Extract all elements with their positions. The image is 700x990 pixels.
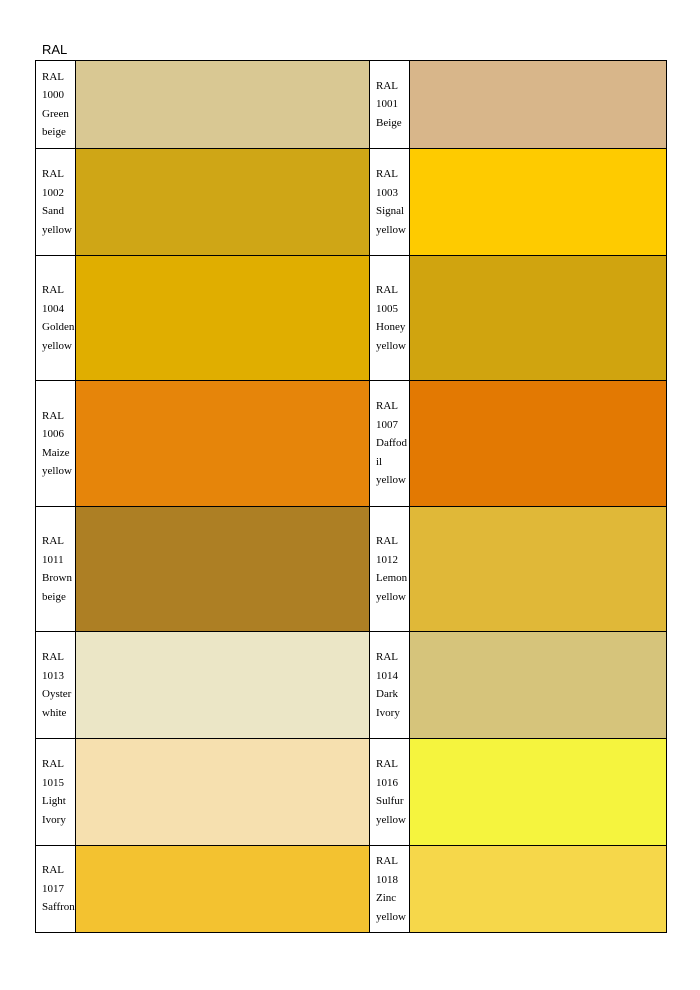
- color-name: RAL 1006 Maize yellow: [35, 380, 76, 507]
- color-swatch: [409, 60, 667, 149]
- color-swatch: [75, 631, 370, 739]
- color-name: RAL 1002 Sand yellow: [35, 148, 76, 256]
- color-swatch: [75, 845, 370, 933]
- color-swatch: [409, 631, 667, 739]
- table-row: RAL 1000 Green beige RAL 1001 Beige: [35, 60, 667, 149]
- color-name: RAL 1015 Light Ivory: [35, 738, 76, 846]
- page-title: RAL: [42, 42, 68, 57]
- color-name: RAL 1011 Brown beige: [35, 506, 76, 632]
- color-name: RAL 1018 Zinc yellow: [369, 845, 410, 933]
- table-row: RAL 1002 Sand yellow RAL 1003 Signal yell…: [35, 148, 667, 256]
- color-name: RAL 1000 Green beige: [35, 60, 76, 149]
- color-swatch: [409, 845, 667, 933]
- table-row: RAL 1017 Saffron RAL 1018 Zinc yellow: [35, 845, 667, 933]
- color-swatch: [75, 738, 370, 846]
- table-row: RAL 1013 Oyster white RAL 1014 Dark Ivory: [35, 631, 667, 739]
- color-name: RAL 1004 Golden yellow: [35, 255, 76, 381]
- color-name: RAL 1007 Daffodil yellow: [369, 380, 410, 507]
- color-swatch: [409, 148, 667, 256]
- table-row: RAL 1006 Maize yellow RAL 1007 Daffodil y…: [35, 380, 667, 507]
- color-swatch: [409, 738, 667, 846]
- color-swatch: [75, 255, 370, 381]
- color-name: RAL 1016 Sulfur yellow: [369, 738, 410, 846]
- color-name: RAL 1017 Saffron: [35, 845, 76, 933]
- table-row: RAL 1004 Golden yellow RAL 1005 Honey yel…: [35, 255, 667, 381]
- color-name: RAL 1005 Honey yellow: [369, 255, 410, 381]
- color-table: RAL 1000 Green beige RAL 1001 Beige RAL 10…: [35, 60, 667, 933]
- color-swatch: [409, 255, 667, 381]
- color-name: RAL 1014 Dark Ivory: [369, 631, 410, 739]
- table-row: RAL 1015 Light Ivory RAL 1016 Sulfur yell…: [35, 738, 667, 846]
- color-name: RAL 1001 Beige: [369, 60, 410, 149]
- color-name: RAL 1012 Lemon yellow: [369, 506, 410, 632]
- color-swatch: [409, 506, 667, 632]
- color-swatch: [75, 506, 370, 632]
- color-swatch: [75, 380, 370, 507]
- color-swatch: [75, 148, 370, 256]
- table-row: RAL 1011 Brown beige RAL 1012 Lemon yello…: [35, 506, 667, 632]
- color-name: RAL 1013 Oyster white: [35, 631, 76, 739]
- color-swatch: [409, 380, 667, 507]
- color-name: RAL 1003 Signal yellow: [369, 148, 410, 256]
- color-swatch: [75, 60, 370, 149]
